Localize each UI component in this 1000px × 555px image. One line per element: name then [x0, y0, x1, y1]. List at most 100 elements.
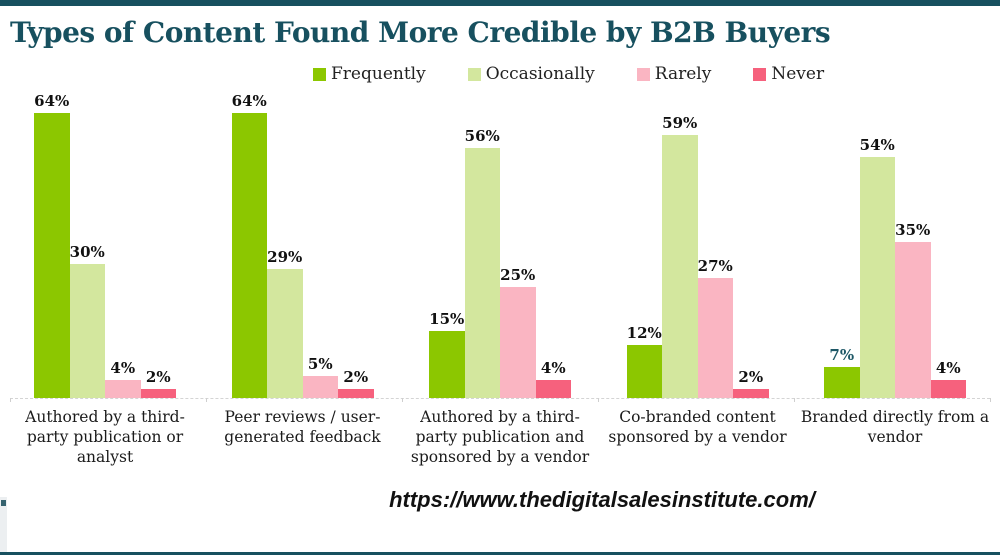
category-label: Peer reviews / user-generated feedback — [224, 408, 381, 447]
axis-tick — [206, 398, 207, 402]
bars-row: 12% 59% 27% 2% — [626, 116, 769, 398]
category-label: Branded directly from a vendor — [800, 408, 990, 447]
bar-occasionally — [464, 148, 500, 398]
axis-tick — [598, 398, 599, 402]
bar-occasionally — [859, 157, 895, 398]
legend-item-frequently: Frequently — [313, 66, 426, 83]
chart-legend: Frequently Occasionally Rarely Never — [313, 66, 824, 83]
bars-row: 64% 29% 5% 2% — [231, 91, 374, 398]
bar-wrap: 59% — [662, 116, 698, 398]
legend-item-rarely: Rarely — [636, 64, 712, 84]
bar-frequently — [626, 344, 662, 398]
page-edge-strip — [0, 497, 7, 552]
bar-wrap: 30% — [69, 243, 105, 398]
bar-value-label: 27% — [697, 256, 733, 275]
legend-label: Frequently — [331, 64, 426, 84]
bar-value-label: 56% — [464, 127, 500, 146]
bar-frequently — [824, 366, 860, 398]
bar-rarely — [105, 380, 141, 398]
bar-value-label: 15% — [429, 310, 465, 329]
legend-label: Never — [771, 64, 825, 84]
bar-wrap: 35% — [895, 223, 931, 398]
chart-title: Types of Content Found More Credible by … — [10, 16, 831, 49]
category-label: Co-branded content sponsored by a vendor — [608, 408, 787, 447]
bar-value-label: 29% — [267, 247, 303, 266]
axis-tick — [402, 398, 403, 402]
bar-never — [535, 380, 571, 398]
bar-never — [930, 380, 966, 398]
bar-group: 7% 54% 35% 4% — [800, 86, 990, 398]
bars-row: 15% 56% 25% 4% — [429, 129, 571, 398]
legend-swatch-icon — [467, 68, 481, 81]
bar-rarely — [500, 286, 536, 398]
bar-wrap: 56% — [464, 127, 500, 398]
legend-label: Occasionally — [485, 64, 595, 84]
category-axis: Authored by a third-party publication or… — [10, 407, 990, 467]
axis-tick — [990, 398, 991, 402]
bar-value-label: 4% — [540, 359, 566, 378]
bar-wrap: 7% — [824, 345, 860, 398]
bar-frequently — [429, 331, 465, 398]
bar-rarely — [895, 242, 931, 398]
bar-value-label: 2% — [145, 368, 171, 387]
bar-wrap: 29% — [267, 247, 303, 398]
bar-rarely — [302, 375, 338, 398]
bar-value-label: 12% — [626, 323, 662, 342]
scrollbar-mark — [1, 500, 6, 506]
bar-occasionally — [69, 264, 105, 398]
bar-wrap: 12% — [626, 323, 662, 398]
legend-swatch-icon — [313, 68, 326, 81]
plot-area: 64% 30% 4% 2% 64% 29% 5% 2% 15% 56% 25% 4% 12% 59% 27%… — [10, 86, 990, 399]
bar-wrap: 5% — [302, 354, 338, 398]
bar-wrap: 64% — [231, 91, 267, 398]
bar-wrap: 4% — [930, 359, 966, 398]
bars-row: 7% 54% 35% 4% — [824, 138, 966, 398]
bar-value-label: 54% — [859, 136, 895, 155]
legend-label: Rarely — [654, 64, 712, 84]
bar-wrap: 2% — [338, 370, 374, 398]
bar-wrap: 4% — [105, 361, 141, 398]
bar-wrap: 4% — [535, 359, 571, 398]
bar-group: 64% 29% 5% 2% — [208, 86, 398, 398]
bar-value-label: 4% — [110, 359, 136, 378]
bar-wrap: 15% — [429, 312, 465, 398]
bar-never — [140, 389, 176, 398]
bar-value-label: 7% — [829, 345, 855, 364]
bar-occasionally — [662, 135, 698, 398]
axis-tick — [10, 398, 11, 402]
bar-rarely — [697, 277, 733, 398]
bar-value-label: 59% — [662, 114, 698, 132]
bar-wrap: 2% — [140, 368, 176, 398]
legend-item-occasionally: Occasionally — [467, 64, 595, 84]
bar-wrap: 2% — [733, 370, 769, 398]
bar-value-label: 2% — [738, 368, 764, 387]
bar-value-label: 2% — [343, 368, 369, 387]
bottom-accent-bar — [0, 552, 1000, 555]
bar-value-label: 35% — [895, 221, 931, 239]
bar-value-label: 4% — [935, 359, 961, 378]
bar-value-label: 64% — [231, 91, 267, 110]
top-accent-bar — [0, 0, 1000, 6]
bars-row: 64% 30% 4% 2% — [34, 93, 176, 398]
source-url-text: https://www.thedigitalsalesinstitute.com… — [389, 487, 815, 512]
bar-value-label: 25% — [500, 265, 536, 284]
bar-value-label: 5% — [307, 354, 333, 373]
bar-wrap: 54% — [859, 136, 895, 398]
legend-swatch-icon — [636, 68, 650, 81]
bar-group: 12% 59% 27% 2% — [603, 86, 793, 398]
bar-wrap: 27% — [697, 256, 733, 398]
axis-tick — [794, 398, 795, 402]
bar-never — [338, 389, 374, 398]
category-label: Authored by a third-party publication or… — [25, 408, 185, 467]
bar-wrap: 64% — [34, 93, 70, 398]
legend-item-never: Never — [753, 66, 824, 83]
bar-frequently — [34, 112, 70, 398]
axis-ticks — [10, 398, 991, 403]
bar-wrap: 25% — [500, 265, 536, 398]
bar-occasionally — [267, 268, 303, 398]
category-label: Authored by a third-party publication an… — [410, 408, 590, 467]
bar-never — [733, 389, 769, 398]
legend-swatch-icon — [753, 68, 767, 81]
bar-value-label: 30% — [69, 243, 105, 262]
bar-group: 64% 30% 4% 2% — [10, 86, 200, 398]
